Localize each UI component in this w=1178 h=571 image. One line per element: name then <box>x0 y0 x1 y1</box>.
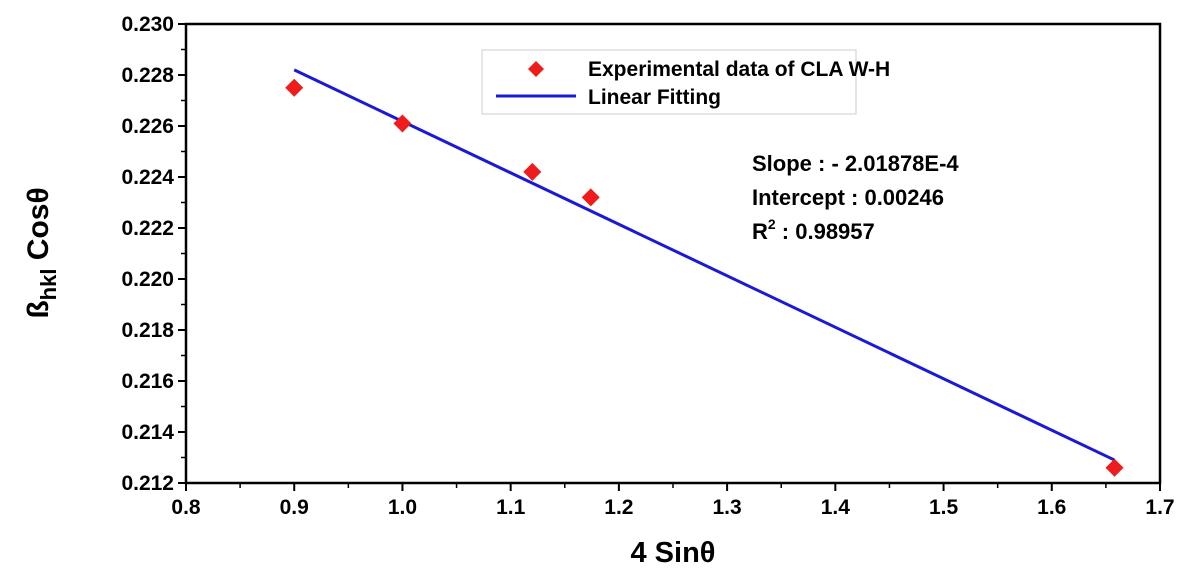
x-axis: 0.8 0.9 1.0 1.1 1.2 1.3 1.4 1.5 1.6 1.7 <box>171 483 1175 519</box>
legend-label-experimental: Experimental data of CLA W-H <box>588 58 890 81</box>
x-tick-label: 1.3 <box>713 496 742 519</box>
y-axis-title: ßhkl Cosθ <box>22 187 61 318</box>
r-squared-sup: 2 <box>768 216 776 232</box>
x-tick-label: 1.7 <box>1145 496 1174 519</box>
data-point <box>393 114 412 133</box>
y-axis-title-group: ßhkl Cosθ <box>22 187 61 318</box>
y-tick-label: 0.220 <box>121 268 174 291</box>
x-tick-label: 1.1 <box>496 496 526 519</box>
y-axis-title-rest: Cosθ <box>22 187 55 268</box>
legend: Experimental data of CLA W-H Linear Fitt… <box>481 49 890 115</box>
r-squared-value: : 0.98957 <box>776 219 875 244</box>
x-tick-label: 0.8 <box>171 496 201 519</box>
y-axis: 0.212 0.214 0.216 0.218 0.220 0.222 0.224 0.226… <box>121 13 186 495</box>
y-tick-label: 0.222 <box>121 217 174 240</box>
r-squared-text: R2 : 0.98957 <box>752 216 875 244</box>
x-tick-label: 1.2 <box>604 496 633 519</box>
data-point <box>581 188 600 207</box>
series-layer <box>285 68 1124 477</box>
y-tick-label: 0.218 <box>121 319 174 342</box>
legend-marker-experimental <box>528 61 544 77</box>
y-tick-label: 0.216 <box>121 370 174 393</box>
data-point <box>1105 458 1124 477</box>
x-axis-title: 4 Sinθ <box>631 537 716 569</box>
y-axis-title-base: ß <box>22 300 55 318</box>
legend-label-fit: Linear Fitting <box>588 86 721 109</box>
y-tick-label: 0.212 <box>121 472 174 495</box>
y-tick-label: 0.230 <box>121 13 174 36</box>
y-tick-label: 0.224 <box>121 166 174 189</box>
intercept-text: Intercept : 0.00246 <box>752 185 944 210</box>
fit-statistics: Slope : - 2.01878E-4 Intercept : 0.00246… <box>752 151 959 244</box>
y-tick-label: 0.226 <box>121 115 174 138</box>
slope-text: Slope : - 2.01878E-4 <box>752 151 959 176</box>
data-point <box>285 78 304 97</box>
x-tick-label: 0.9 <box>280 496 309 519</box>
legend-box <box>481 49 857 115</box>
y-tick-label: 0.214 <box>121 421 174 444</box>
x-tick-label: 1.4 <box>821 496 851 519</box>
r-squared-base: R <box>752 219 768 244</box>
fit-line <box>293 68 1116 462</box>
x-tick-label: 1.6 <box>1037 496 1066 519</box>
x-tick-label: 1.0 <box>388 496 417 519</box>
y-tick-label: 0.228 <box>121 64 174 87</box>
data-point <box>523 162 542 181</box>
y-axis-title-sub: hkl <box>36 269 61 301</box>
x-tick-label: 1.5 <box>929 496 959 519</box>
